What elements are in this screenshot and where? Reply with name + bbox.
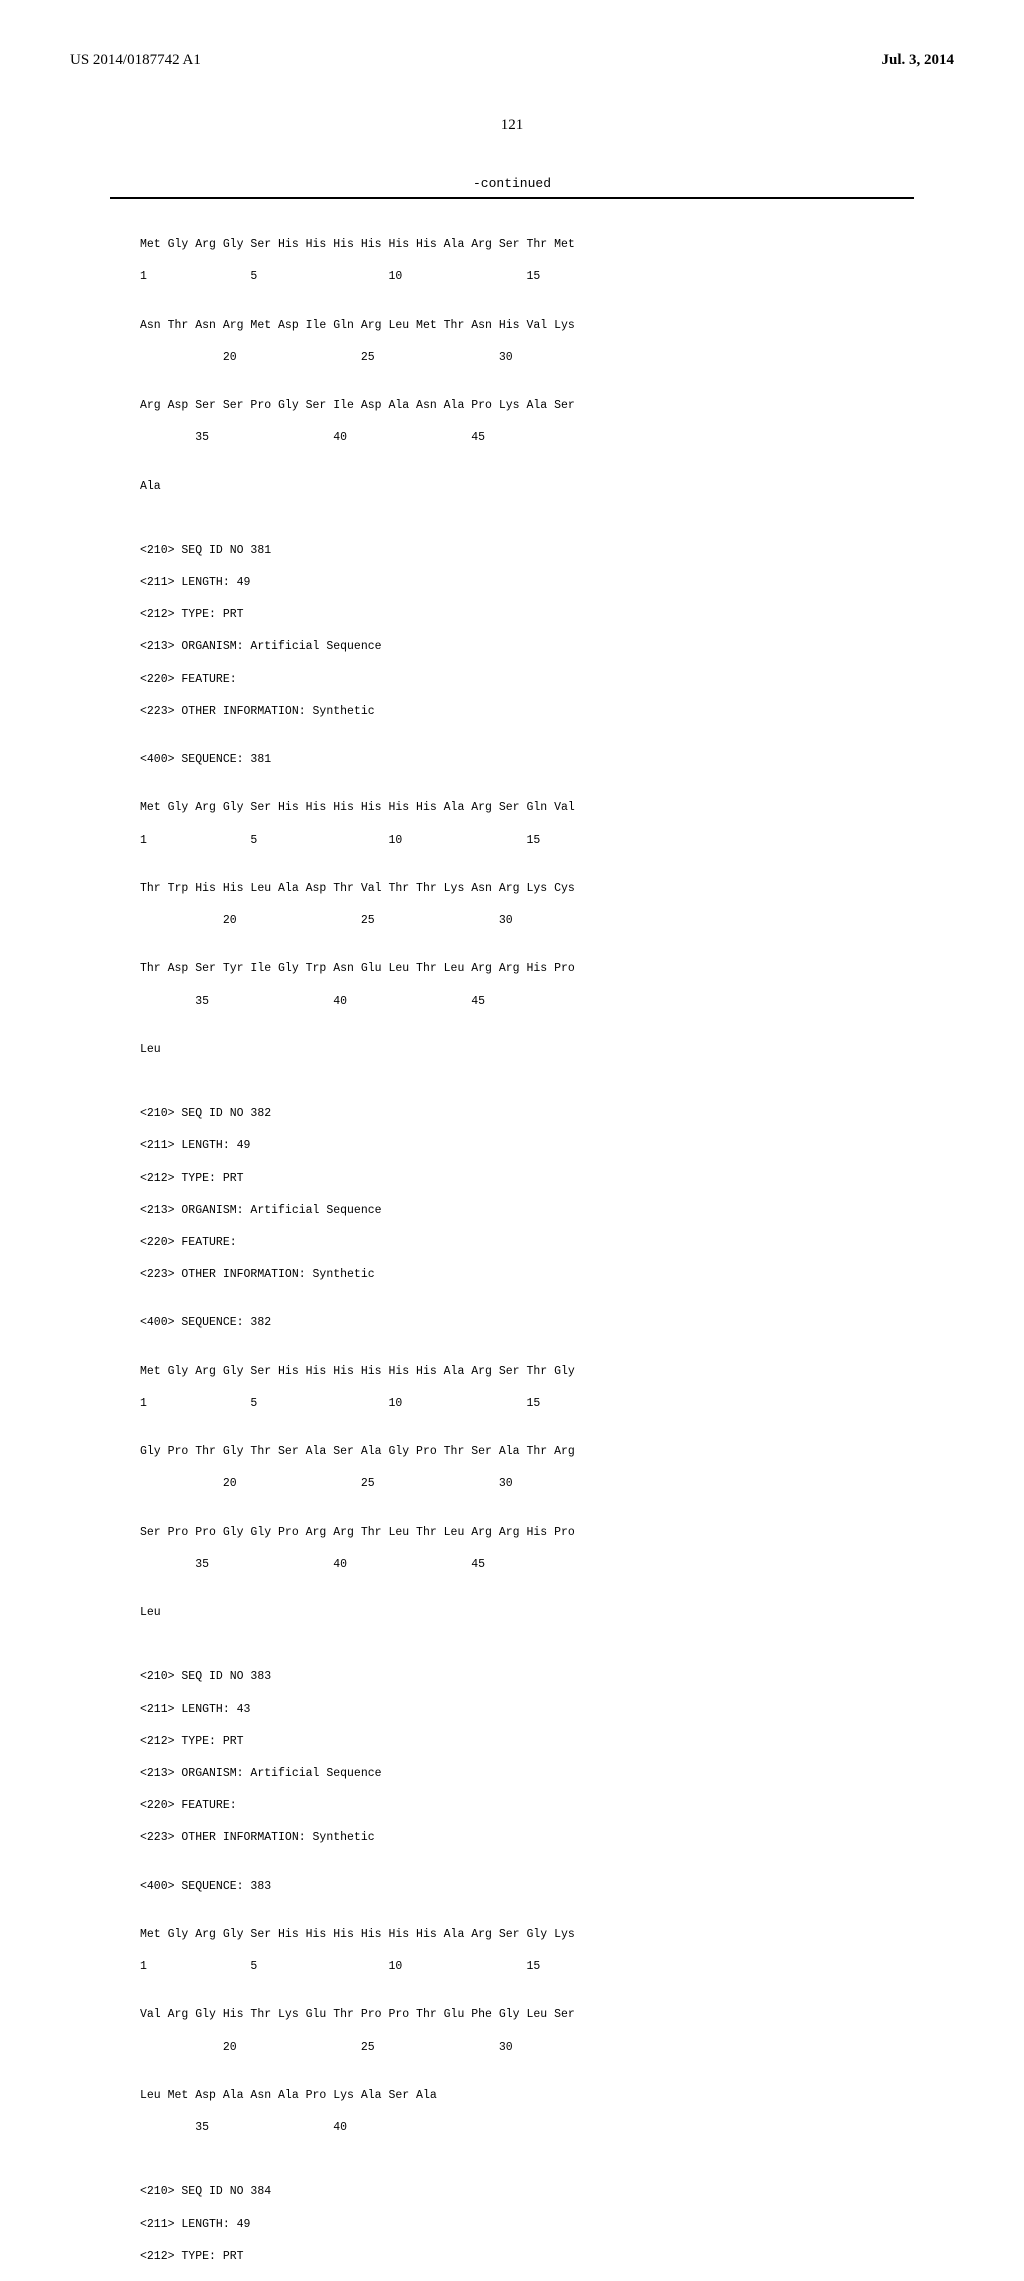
seq-line: Ala (140, 479, 954, 495)
seq-header: <210> SEQ ID NO 384 (140, 2184, 954, 2200)
seq-positions: 20 25 30 (140, 1476, 954, 1492)
seq-line: Met Gly Arg Gly Ser His His His His His … (140, 1364, 954, 1380)
seq-line: Leu (140, 1042, 954, 1058)
seq-line: Leu (140, 1605, 954, 1621)
seq-line: Ser Pro Pro Gly Gly Pro Arg Arg Thr Leu … (140, 1525, 954, 1541)
seq-header: <223> OTHER INFORMATION: Synthetic (140, 704, 954, 720)
seq-line: Thr Asp Ser Tyr Ile Gly Trp Asn Glu Leu … (140, 961, 954, 977)
seq-line: Gly Pro Thr Gly Thr Ser Ala Ser Ala Gly … (140, 1444, 954, 1460)
continued-label: -continued (70, 176, 954, 191)
seq-header: <213> ORGANISM: Artificial Sequence (140, 639, 954, 655)
seq-header: <220> FEATURE: (140, 672, 954, 688)
seq-line: Asn Thr Asn Arg Met Asp Ile Gln Arg Leu … (140, 318, 954, 334)
seq-header: <210> SEQ ID NO 382 (140, 1106, 954, 1122)
seq-header: <210> SEQ ID NO 383 (140, 1669, 954, 1685)
seq-header: <212> TYPE: PRT (140, 1734, 954, 1750)
sequence-listing: Met Gly Arg Gly Ser His His His His His … (140, 221, 954, 2281)
seq-line: Arg Asp Ser Ser Pro Gly Ser Ile Asp Ala … (140, 398, 954, 414)
seq-positions: 20 25 30 (140, 350, 954, 366)
seq-header: <212> TYPE: PRT (140, 1171, 954, 1187)
header-divider (110, 197, 914, 199)
seq-positions: 35 40 (140, 2120, 954, 2136)
seq-positions: 1 5 10 15 (140, 269, 954, 285)
seq-line: Met Gly Arg Gly Ser His His His His His … (140, 1927, 954, 1943)
publication-number: US 2014/0187742 A1 (70, 52, 201, 69)
seq-positions: 20 25 30 (140, 2040, 954, 2056)
page-header: US 2014/0187742 A1 Jul. 3, 2014 (70, 52, 954, 69)
seq-header: <223> OTHER INFORMATION: Synthetic (140, 1267, 954, 1283)
seq-header: <211> LENGTH: 49 (140, 1138, 954, 1154)
publication-date: Jul. 3, 2014 (881, 52, 954, 69)
seq-line: Thr Trp His His Leu Ala Asp Thr Val Thr … (140, 881, 954, 897)
seq-positions: 35 40 45 (140, 430, 954, 446)
seq-header: <223> OTHER INFORMATION: Synthetic (140, 1830, 954, 1846)
seq-positions: 35 40 45 (140, 994, 954, 1010)
seq-header: <211> LENGTH: 43 (140, 1702, 954, 1718)
seq-header: <211> LENGTH: 49 (140, 2217, 954, 2233)
seq-header: <211> LENGTH: 49 (140, 575, 954, 591)
seq-line: Leu Met Asp Ala Asn Ala Pro Lys Ala Ser … (140, 2088, 954, 2104)
seq-header: <213> ORGANISM: Artificial Sequence (140, 1203, 954, 1219)
seq-positions: 1 5 10 15 (140, 1396, 954, 1412)
seq-positions: 20 25 30 (140, 913, 954, 929)
page-number: 121 (70, 117, 954, 134)
seq-line: Met Gly Arg Gly Ser His His His His His … (140, 800, 954, 816)
seq-positions: 1 5 10 15 (140, 1959, 954, 1975)
seq-header: <400> SEQUENCE: 381 (140, 752, 954, 768)
seq-header: <213> ORGANISM: Artificial Sequence (140, 1766, 954, 1782)
seq-header: <212> TYPE: PRT (140, 607, 954, 623)
seq-line: Met Gly Arg Gly Ser His His His His His … (140, 237, 954, 253)
seq-header: <212> TYPE: PRT (140, 2249, 954, 2265)
seq-positions: 1 5 10 15 (140, 833, 954, 849)
seq-header: <210> SEQ ID NO 381 (140, 543, 954, 559)
seq-header: <220> FEATURE: (140, 1235, 954, 1251)
seq-line: Val Arg Gly His Thr Lys Glu Thr Pro Pro … (140, 2007, 954, 2023)
seq-header: <400> SEQUENCE: 382 (140, 1315, 954, 1331)
seq-positions: 35 40 45 (140, 1557, 954, 1573)
seq-header: <220> FEATURE: (140, 1798, 954, 1814)
seq-header: <400> SEQUENCE: 383 (140, 1879, 954, 1895)
